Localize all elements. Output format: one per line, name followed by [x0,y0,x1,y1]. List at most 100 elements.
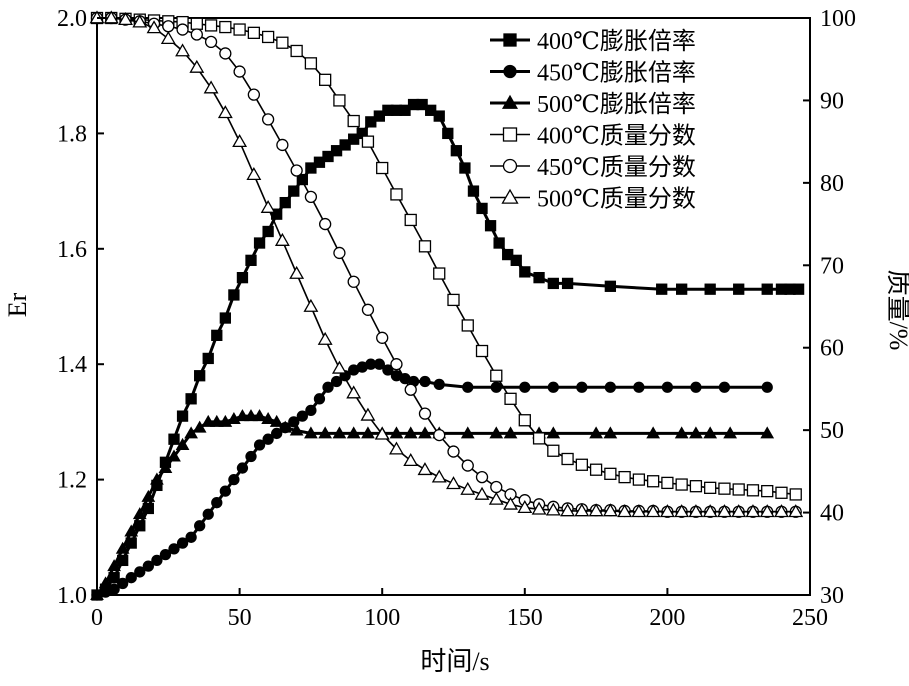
x-tick-label: 250 [792,605,828,631]
data-point [168,433,180,445]
data-point [262,225,274,238]
data-point [203,80,219,94]
y-right-tick-label: 90 [820,88,844,114]
data-point [313,393,326,405]
data-point [117,577,129,590]
data-point [289,423,304,436]
data-point [646,475,660,488]
data-point [202,352,214,365]
data-point [244,409,258,422]
data-point [253,439,266,451]
data-point [560,503,576,517]
data-point [518,414,531,427]
data-point [319,217,332,231]
data-point [490,369,503,382]
data-point [504,392,517,405]
data-point [689,480,703,493]
data-point [533,271,545,284]
legend-label: 450℃膨胀倍率 [537,60,696,87]
data-point [576,381,588,393]
y-right-tick-label: 60 [820,336,844,362]
legend-label: 450℃质量分数 [537,154,696,181]
data-point [211,329,223,342]
y-right-tick-label: 50 [820,418,844,444]
data-point [433,267,446,280]
data-point [219,47,232,60]
data-point [502,248,514,261]
data-point [656,283,668,295]
data-point [632,473,646,486]
data-point [475,344,489,358]
data-point [618,470,631,484]
data-point [759,504,775,518]
data-point [176,23,189,36]
series-5 [89,10,804,518]
x-tick-label: 100 [364,605,400,631]
data-point [228,473,240,486]
data-point [202,508,214,520]
data-point [433,428,446,442]
data-point [219,485,231,497]
data-point [688,504,704,518]
data-point [633,381,645,393]
data-point [617,504,633,518]
data-point [761,484,774,498]
data-point [689,426,703,439]
data-point [433,378,445,391]
data-point [269,414,284,427]
data-point [204,35,218,49]
x-tick-label: 0 [91,605,103,631]
data-point [159,548,172,561]
data-point [547,277,559,290]
data-point [360,407,376,421]
data-point [333,246,346,260]
data-point [493,237,505,249]
data-point [376,331,389,344]
data-point [450,145,463,157]
data-point [661,381,674,393]
data-point [546,426,561,439]
data-point [675,478,688,491]
legend-marker [501,94,519,109]
data-point [108,583,120,595]
legend-entry: 450℃膨胀倍率 [490,60,696,87]
data-point [475,470,489,484]
data-point [390,358,403,371]
data-point [211,497,223,509]
legend-marker [502,127,518,142]
y-right-tick-label: 30 [820,583,844,609]
data-point [433,110,445,122]
data-point [141,489,156,502]
data-point [209,414,224,427]
data-point [532,432,546,445]
data-point [246,166,262,181]
data-point [484,220,497,232]
data-point [313,156,326,168]
data-point [690,381,702,393]
data-point [192,420,207,433]
data-point [319,73,332,86]
data-point [233,23,246,36]
legend-label: 500℃膨胀倍率 [537,91,696,118]
series-line [97,17,796,496]
data-point [389,426,404,439]
data-point [746,484,760,497]
data-point [460,481,476,495]
series-1 [91,358,773,601]
data-point [361,303,375,316]
data-point [132,507,147,520]
data-point [232,134,248,148]
data-point [162,20,175,33]
data-point [333,94,346,107]
data-point [204,19,218,32]
data-point [201,414,216,427]
data-point [247,26,261,39]
data-point [461,319,474,332]
data-point [545,502,561,516]
data-point [462,381,474,393]
data-point [330,375,343,388]
series-4 [90,11,802,518]
data-point [361,135,375,148]
data-point [373,110,385,122]
